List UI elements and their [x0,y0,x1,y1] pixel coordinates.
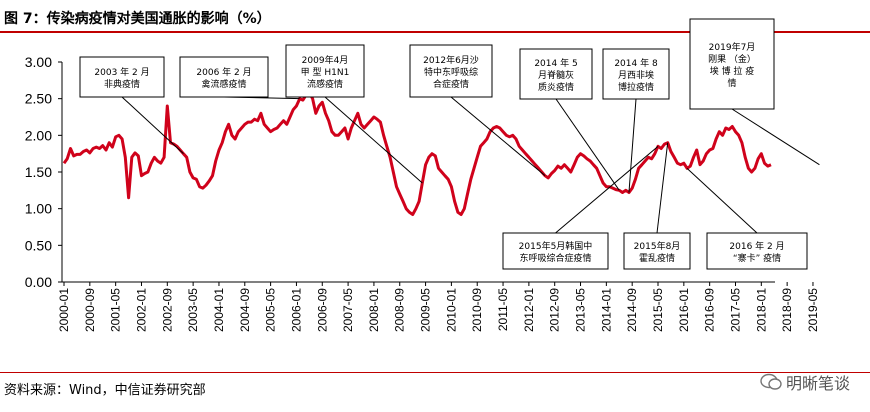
x-tick-label: 2015-05 [651,288,665,332]
annotation-leader-line [450,96,546,177]
annotation-text: 禽流感疫情 [201,78,246,90]
annotation-box [519,48,593,100]
annotation-text: 非典疫情 [104,78,140,90]
x-tick-label: 2005-05 [264,288,278,332]
x-tick-label: 2014-01 [599,288,613,332]
x-tick-label: 2018-09 [780,288,794,332]
x-tick-label: 2002-01 [134,288,148,332]
x-tick-label: 2003-05 [186,288,200,332]
x-tick-label: 2006-01 [289,288,303,332]
annotation-text: 2016 年 2 月 [729,240,784,252]
annotation-text: 月西非埃 [618,69,654,81]
annotation-box [623,232,691,270]
annotation-text: 2015年5月韩国中 [519,240,593,252]
y-tick-label: 2.00 [25,127,52,143]
x-tick-label: 2006-09 [315,288,329,332]
source-rule [0,372,870,373]
annotation-text: 刚果 （金） [708,53,756,65]
annotation-box [409,44,493,98]
x-tick-label: 2001-05 [109,288,123,332]
annotation-leader-line [555,145,659,234]
annotation-box [285,44,365,98]
x-tick-label: 2004-09 [238,288,252,332]
annotation-text: 2014 年 5 [534,57,577,69]
annotation-text: 情 [727,77,736,89]
annotation-box [602,48,670,100]
annotation-text: 2012年6月沙 [423,54,479,66]
x-tick-label: 2016-09 [703,288,717,332]
y-tick-label: 3.00 [25,54,52,70]
y-tick-label: 1.00 [25,201,52,217]
watermark: 明晰笔谈 [760,370,850,394]
cpi-series-line [62,91,772,216]
x-tick-label: 2012-09 [548,288,562,332]
annotation-text: 2014 年 8 [614,57,658,69]
annotation-text: 2015年8月 [634,240,681,252]
source-note: 资料来源：Wind，中信证券研究部 [4,383,206,398]
annotation-text: 合症疫情 [433,78,469,90]
annotation-text: “寨卡” 疫情 [733,252,781,264]
y-tick-label: 0.00 [25,274,52,290]
x-tick-label: 2008-01 [367,288,381,332]
x-tick-label: 2011-05 [496,288,510,331]
watermark-text: 明晰笔谈 [785,374,850,393]
annotation-box [706,232,808,270]
y-tick-label: 0.50 [25,237,52,253]
x-tick-label: 2000-09 [83,288,97,332]
annotation-text: 埃 博 拉 疫 [710,65,755,77]
annotation-box [179,56,269,98]
title-rule [0,31,870,33]
annotation-text: 2009年4月 [302,54,349,66]
chat-bubble-icon [760,373,782,390]
annotation-leader-line [628,98,637,193]
annotation-text: 博拉疫情 [618,81,654,93]
y-tick-label: 1.50 [25,164,52,180]
x-tick-label: 2010-01 [444,288,458,332]
annotation-text: 特中东呼吸综 [424,66,478,78]
annotation-leader-line [731,108,820,166]
x-tick-label: 2017-05 [728,288,742,332]
x-tick-label: 2018-01 [754,288,768,332]
chart-title: 图 7：传染病疫情对美国通胀的影响（%） [4,11,271,27]
x-tick-label: 2019-05 [806,288,820,332]
annotation-text: 2006 年 2 月 [196,66,251,78]
x-tick-label: 2004-01 [212,288,226,332]
annotation-box [689,18,775,110]
x-tick-label: 2007-05 [341,288,355,332]
annotation-box [79,56,165,98]
annotation-box [502,232,609,270]
annotation-leader-line [686,167,758,234]
y-tick-label: 2.50 [25,91,52,107]
x-tick-label: 2002-09 [160,288,174,332]
annotation-text: 东呼吸综合症疫情 [519,252,591,264]
annotation-text: 质炎疫情 [538,81,574,93]
x-tick-label: 2010-09 [470,288,484,332]
annotation-text: 2019年7月 [709,41,756,53]
x-tick-label: 2012-01 [522,288,536,332]
x-tick-label: 2000-01 [57,288,71,332]
line-chart: 3.00 2.50 2.00 1.50 1.00 0.50 0.00 2000-01 2000-… [25,18,820,332]
x-tick-label: 2009-05 [419,288,433,332]
annotation-text: 甲 型 H1N1 [301,67,350,78]
annotation-text: 霍乱疫情 [639,252,675,264]
annotation-leader-line [555,98,620,191]
x-tick-label: 2013-05 [574,288,588,332]
annotation-text: 2003 年 2 月 [94,66,149,78]
annotation-text: 月脊髓灰 [538,69,574,81]
x-tick-label: 2016-01 [677,288,691,332]
x-tick-label: 2008-09 [393,288,407,332]
annotation-text: 流感疫情 [307,78,343,90]
annotation-leader-line [656,142,669,234]
annotation-leader-line [121,96,184,155]
annotation-leader-line [324,96,423,184]
x-tick-label: 2014-09 [625,288,639,332]
